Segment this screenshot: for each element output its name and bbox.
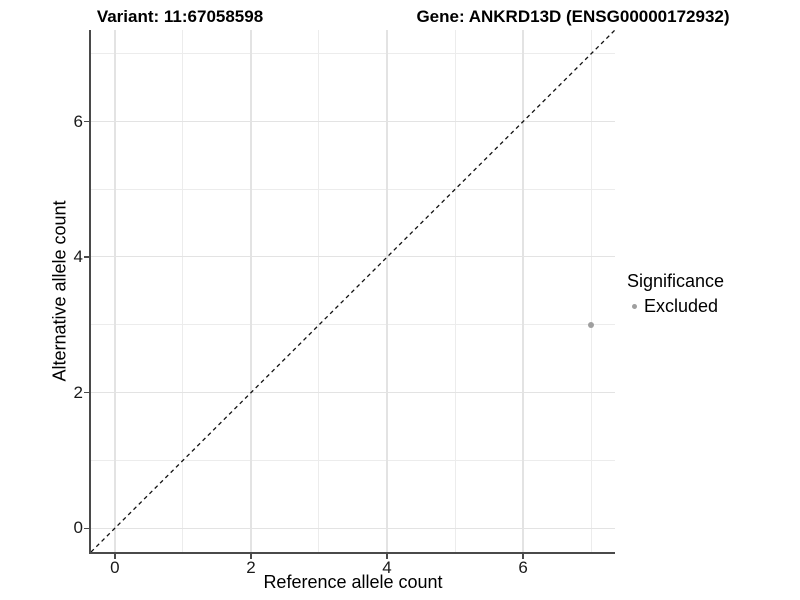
y-tick-mark [84,527,89,530]
gridline-y-minor [91,324,615,326]
gridline-y-major [91,527,615,529]
gridline-y-major [91,120,615,122]
x-axis-title: Reference allele count [263,572,443,592]
x-tick-label: 4 [382,558,392,577]
y-tick-label: 2 [73,382,83,402]
x-tick-mark [114,554,116,559]
gridline-x-minor [590,30,592,552]
gridline-x-minor [454,30,456,552]
x-tick-label: 0 [110,558,120,577]
y-tick-label: 0 [73,518,83,538]
legend-item-excluded: Excluded [627,296,724,317]
data-point [588,321,595,328]
legend-item-label: Excluded [644,296,719,316]
gridline-y-major [91,256,615,258]
x-tick-mark [522,554,524,559]
gridline-y-minor [91,188,615,190]
identity-line [91,30,615,552]
gridline-y-minor [91,459,615,461]
x-tick-label: 6 [518,558,528,577]
x-tick-mark [386,554,388,559]
gridline-x-major [114,30,116,552]
gridline-x-minor [318,30,320,552]
y-tick-mark [84,120,89,123]
y-tick-label: 6 [73,111,83,131]
x-tick-mark [250,554,252,559]
gridline-y-major [91,391,615,393]
legend: Significance Excluded [627,271,724,317]
gridline-y-minor [91,53,615,55]
y-axis-line [89,30,91,554]
y-axis-title: Alternative allele count [49,200,70,382]
gridline-x-minor [182,30,184,552]
y-tick-label: 4 [73,247,83,267]
gridline-x-major [250,30,252,552]
gridline-x-major [522,30,524,552]
y-tick-mark [84,391,89,394]
plot-title-gene: Gene: ANKRD13D (ENSG00000172932) [416,7,730,26]
x-tick-label: 2 [246,558,256,577]
legend-title: Significance [627,271,725,291]
gridline-x-major [386,30,388,552]
plot-panel [91,30,615,552]
x-axis-line [89,552,615,554]
plot-title-variant: Variant: 11:67058598 [96,7,264,26]
y-tick-mark [84,256,89,258]
legend-point-icon [632,304,637,309]
